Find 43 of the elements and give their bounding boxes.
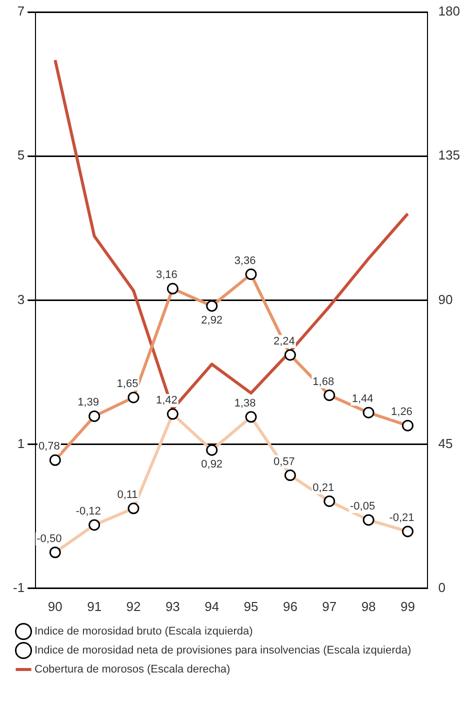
x-tick-label: 95 xyxy=(244,598,258,614)
data-label: 0,57 xyxy=(273,456,295,468)
x-tick-label: 99 xyxy=(400,598,415,614)
data-label: 1,26 xyxy=(391,406,412,418)
data-label: 2,24 xyxy=(273,335,295,348)
data-label: -0,21 xyxy=(389,512,414,524)
x-tick-label: 92 xyxy=(126,598,141,614)
x-tick-label: 97 xyxy=(322,598,337,614)
data-label: -0,05 xyxy=(350,500,376,512)
legend-label: Cobertura de morosos (Escala derecha) xyxy=(34,664,230,676)
y2-tick-label: 180 xyxy=(438,4,460,19)
data-label: 1,68 xyxy=(312,376,334,388)
y-tick-label: -1 xyxy=(12,580,25,595)
legend-label: Indice de morosidad neta de provisiones para insolvencias (Escala izquierda) xyxy=(34,644,412,657)
y-tick-label: 5 xyxy=(17,148,25,163)
data-label: 1,42 xyxy=(156,394,178,407)
y2-tick-label: 135 xyxy=(438,148,460,163)
y-tick-label: 1 xyxy=(17,436,25,451)
data-label: 0,21 xyxy=(312,482,334,494)
x-tick-label: 98 xyxy=(361,598,376,614)
data-label: 3,16 xyxy=(156,269,178,282)
data-label: -0,50 xyxy=(36,532,62,545)
x-tick-label: 91 xyxy=(87,598,102,614)
data-label: -0,12 xyxy=(76,506,101,518)
data-label: 1,39 xyxy=(78,396,100,409)
y2-tick-label: 90 xyxy=(438,292,453,307)
data-label: 1,65 xyxy=(116,378,138,390)
data-label: 0,92 xyxy=(201,458,223,471)
y-tick-label: 7 xyxy=(17,4,25,19)
y-tick-label: 3 xyxy=(17,292,25,307)
x-tick-label: 94 xyxy=(204,598,220,614)
data-label: 1,44 xyxy=(352,393,374,406)
data-label: 0,78 xyxy=(38,440,60,453)
data-label: 0,11 xyxy=(117,488,138,501)
y2-tick-label: 45 xyxy=(438,436,453,451)
x-tick-label: 96 xyxy=(282,598,298,614)
y2-tick-label: 0 xyxy=(438,580,446,595)
legend-label: Indice de morosidad bruto (Escala izquierda) xyxy=(34,626,253,638)
x-tick-label: 93 xyxy=(165,598,180,614)
x-tick-label: 90 xyxy=(48,598,62,614)
data-label: 3,36 xyxy=(234,254,256,267)
data-label: 2,92 xyxy=(201,314,223,326)
data-label: 1,38 xyxy=(234,397,256,410)
